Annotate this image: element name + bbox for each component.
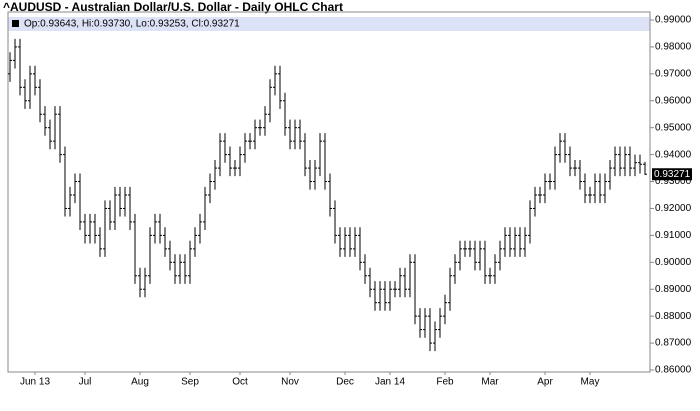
x-tick-label: Nov bbox=[281, 377, 299, 388]
y-tick-label: 0.97000 bbox=[655, 68, 692, 79]
y-tick-label: 0.86000 bbox=[655, 365, 692, 376]
plot-frame bbox=[7, 11, 651, 373]
y-tick-label: 0.90000 bbox=[655, 257, 692, 268]
y-tick-label: 0.99000 bbox=[655, 15, 692, 26]
last-price-label: 0.93271 bbox=[654, 169, 691, 180]
y-tick-label: 0.88000 bbox=[655, 311, 692, 322]
x-tick-label: May bbox=[581, 377, 600, 388]
y-tick-label: 0.91000 bbox=[655, 230, 692, 241]
legend-band bbox=[8, 17, 650, 31]
legend-text: Op:0.93643, Hi:0.93730, Lo:0.93253, Cl:0… bbox=[24, 19, 240, 30]
x-tick-label: Oct bbox=[232, 377, 248, 388]
x-tick-label: Sep bbox=[181, 377, 199, 388]
x-tick-label: Apr bbox=[537, 377, 553, 388]
chart-title: ^AUDUSD - Australian Dollar/U.S. Dollar … bbox=[3, 0, 343, 14]
x-tick-label: Feb bbox=[436, 377, 454, 388]
x-tick-label: Dec bbox=[336, 377, 354, 388]
x-tick-label: Jun 13 bbox=[20, 377, 50, 388]
last-price-box bbox=[652, 168, 692, 181]
y-tick-label: 0.87000 bbox=[655, 338, 692, 349]
x-tick-label: Aug bbox=[131, 377, 149, 388]
y-tick-label: 0.89000 bbox=[655, 284, 692, 295]
y-tick-label: 0.98000 bbox=[655, 42, 692, 53]
y-tick-label: 0.94000 bbox=[655, 149, 692, 160]
y-tick-label: 0.96000 bbox=[655, 95, 692, 106]
y-tick-label: 0.92000 bbox=[655, 203, 692, 214]
x-tick-label: Jul bbox=[79, 377, 92, 388]
y-tick-label: 0.93000 bbox=[655, 176, 692, 187]
y-tick-label: 0.95000 bbox=[655, 122, 692, 133]
legend-swatch bbox=[12, 20, 19, 27]
x-tick-label: Mar bbox=[481, 377, 499, 388]
x-tick-label: Jan 14 bbox=[375, 377, 405, 388]
